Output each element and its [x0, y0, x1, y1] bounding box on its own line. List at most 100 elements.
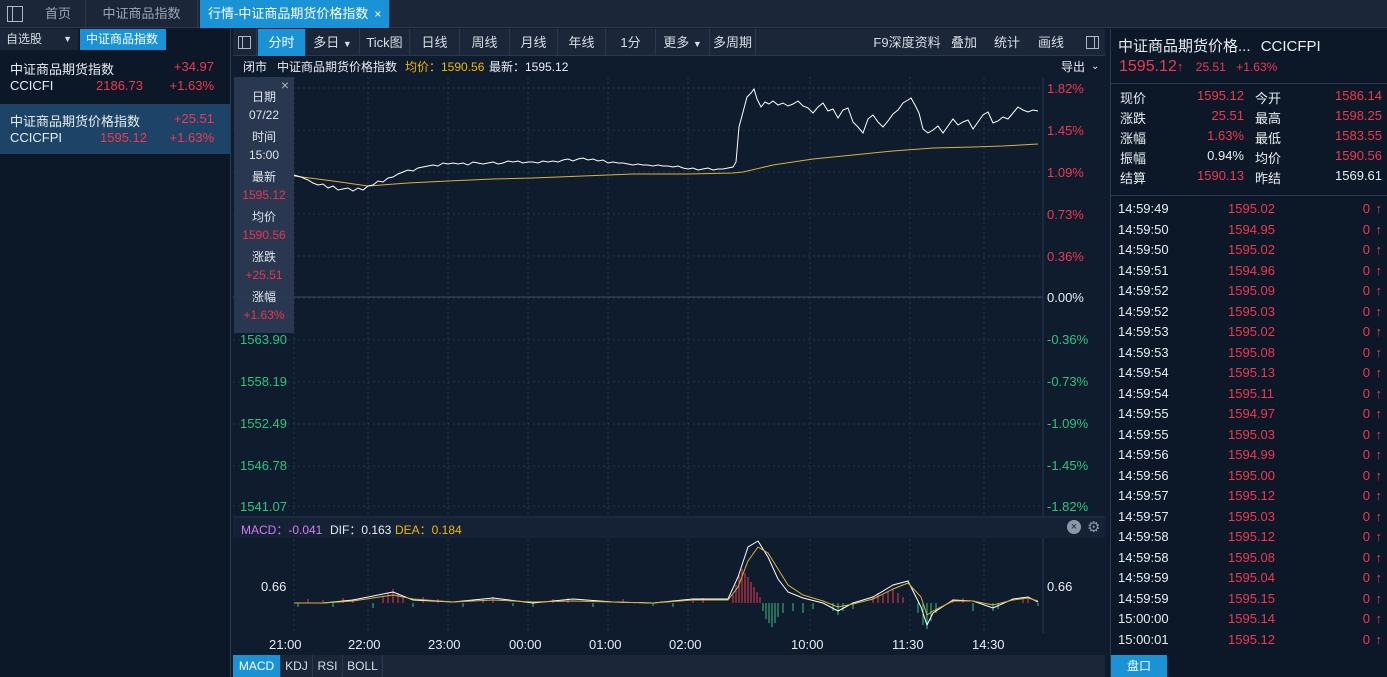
field-label: 今开	[1255, 91, 1282, 106]
tick-row: 14:59:56 1595.00 0 ↑	[1111, 468, 1387, 489]
tip-last: 1595.12	[242, 188, 286, 202]
arrow-up-icon: ↑	[1375, 201, 1383, 216]
tick-row: 14:59:59 1595.04 0 ↑	[1111, 570, 1387, 591]
crosshair-tooltip: × 日期 07/22 时间 15:00 最新 1595.12 均价 1590.5…	[234, 77, 294, 333]
divider	[1111, 83, 1387, 84]
group-tab[interactable]: 中证商品指数	[80, 29, 166, 50]
arrow-up-icon: ↑	[1375, 242, 1383, 257]
tab-multi-day[interactable]: 多日 ▼	[306, 29, 360, 56]
tick-row: 14:59:55 1595.03 0 ↑	[1111, 427, 1387, 448]
time-axis-label: 00:00	[509, 637, 542, 652]
tab-weekly[interactable]: 周线	[460, 29, 510, 56]
tab-home[interactable]: 首页	[31, 0, 86, 28]
export-button[interactable]: 导出	[1061, 60, 1086, 74]
tick-price: 1595.08	[1228, 344, 1275, 360]
tick-volume: 0	[1362, 283, 1370, 298]
tick-row: 14:59:56 1594.99 0 ↑	[1111, 447, 1387, 468]
tab-macd[interactable]: MACD	[233, 655, 281, 677]
pankou-button[interactable]: 盘口	[1111, 655, 1167, 677]
tick-row: 14:59:57 1595.12 0 ↑	[1111, 488, 1387, 509]
tick-time: 15:00:01	[1118, 631, 1169, 647]
arrow-up-icon: ↑	[1375, 611, 1383, 626]
macd-axis-label: 0.66	[261, 579, 287, 594]
tab-rsi[interactable]: RSI	[313, 655, 343, 677]
item-price: 2186.73	[96, 78, 143, 93]
field-value: 1583.55	[1335, 128, 1382, 143]
field-label: 最高	[1255, 111, 1282, 126]
tip-avg-label: 均价	[251, 210, 276, 224]
tick-list[interactable]: 14:59:49 1595.02 0 ↑ 14:59:50 1594.95 0 ↑ 14:59:…	[1111, 201, 1387, 651]
tick-row: 14:59:49 1595.02 0 ↑	[1111, 201, 1387, 222]
tab-tick[interactable]: Tick图	[360, 29, 410, 56]
tab-yearly[interactable]: 年线	[558, 29, 606, 56]
tab-monthly[interactable]: 月线	[510, 29, 558, 56]
tick-time: 14:59:59	[1118, 590, 1169, 606]
tick-volume: 0	[1362, 570, 1370, 585]
sidebar-toggle-icon[interactable]	[7, 6, 23, 22]
tip-date: 07/22	[248, 108, 280, 122]
chart-area[interactable]: 1563.90 1558.19 1552.49 1546.78 1541.07 …	[233, 77, 1105, 655]
time-axis-label: 11:30	[892, 637, 924, 652]
tick-time: 14:59:54	[1118, 365, 1169, 380]
arrow-up-icon: ↑	[1375, 385, 1383, 401]
stats-button[interactable]: 统计	[993, 35, 1020, 50]
f9-data-button[interactable]: F9深度资料	[873, 35, 941, 50]
quote-pct: +1.63%	[1236, 60, 1278, 74]
tick-price: 1594.95	[1228, 221, 1275, 237]
chevron-down-icon[interactable]: ⌄	[1091, 61, 1100, 72]
tick-price: 1595.14	[1228, 611, 1275, 626]
field-value: 1590.56	[1335, 148, 1382, 163]
time-axis-label: 01:00	[589, 637, 622, 652]
close-icon[interactable]: ×	[280, 77, 290, 93]
macd-histogram	[297, 569, 1039, 629]
close-icon[interactable]: ×	[374, 7, 382, 21]
list-item-selected[interactable]: 中证商品期货价格指数 +25.51 CCICFPI 1595.12 +1.63%	[0, 104, 230, 154]
tick-time: 14:59:58	[1118, 529, 1169, 544]
tip-pct-label: 涨幅	[251, 290, 276, 304]
tab-daily[interactable]: 日线	[410, 29, 460, 56]
last-price-label: 最新：1595.12	[489, 60, 569, 74]
panel-toggle-icon[interactable]	[233, 29, 257, 56]
tick-time: 14:59:52	[1118, 283, 1169, 298]
tick-time: 14:59:57	[1118, 488, 1169, 503]
tab-multi-period[interactable]: 多周期	[710, 29, 756, 56]
list-item[interactable]: 中证商品期货指数 +34.97 CCICFI 2186.73 +1.63%	[0, 59, 230, 97]
tick-time: 14:59:50	[1118, 221, 1169, 237]
field-value: 25.51	[1211, 108, 1244, 123]
draw-line-button[interactable]: 画线	[1037, 35, 1064, 50]
tab-intraday[interactable]: 分时	[258, 29, 306, 56]
tick-row: 15:00:01 1595.12 0 ↑	[1111, 632, 1387, 653]
watchlist-selector[interactable]: 自选股 ▼	[0, 29, 78, 50]
tab-more[interactable]: 更多 ▼	[656, 29, 710, 56]
tick-time: 14:59:52	[1118, 303, 1169, 319]
arrow-up-icon: ↑	[1375, 529, 1383, 544]
tick-price: 1595.03	[1228, 426, 1275, 442]
time-axis-label: 21:00	[269, 637, 302, 652]
tick-row: 14:59:52 1595.03 0 ↑	[1111, 304, 1387, 325]
arrow-up-icon: ↑	[1375, 406, 1383, 421]
tab-kdj[interactable]: KDJ	[281, 655, 313, 677]
tab-commodity-index[interactable]: 中证商品指数	[86, 0, 198, 28]
overlay-button[interactable]: 叠加	[950, 35, 977, 50]
item-name: 中证商品期货价格指数	[10, 114, 141, 129]
tab-boll[interactable]: BOLL	[343, 655, 383, 677]
pct-axis-label: 0.00%	[1047, 290, 1084, 305]
tab-1min[interactable]: 1分	[606, 29, 656, 56]
arrow-up-icon: ↑	[1375, 549, 1383, 565]
tick-price: 1595.02	[1228, 242, 1275, 257]
price-axis-label: 1546.78	[240, 458, 287, 473]
panel-toggle-icon[interactable]	[1079, 29, 1105, 56]
tick-price: 1595.12	[1228, 529, 1275, 544]
pct-axis-label: 1.45%	[1047, 123, 1084, 138]
quote-code: CCICFPI	[1260, 38, 1321, 55]
time-axis-label: 14:30	[972, 637, 1005, 652]
close-icon[interactable]: ×	[1067, 520, 1081, 534]
pct-axis-label: 1.09%	[1047, 165, 1084, 180]
time-axis-label: 22:00	[348, 637, 381, 652]
time-axis-label: 23:00	[428, 637, 461, 652]
gear-icon[interactable]: ⚙	[1087, 519, 1101, 536]
field-label: 昨结	[1255, 171, 1282, 186]
tab-quote-active[interactable]: 行情-中证商品期货价格指数 ×	[200, 0, 390, 28]
item-code: CCICFI	[10, 78, 54, 93]
divider	[1111, 195, 1387, 196]
